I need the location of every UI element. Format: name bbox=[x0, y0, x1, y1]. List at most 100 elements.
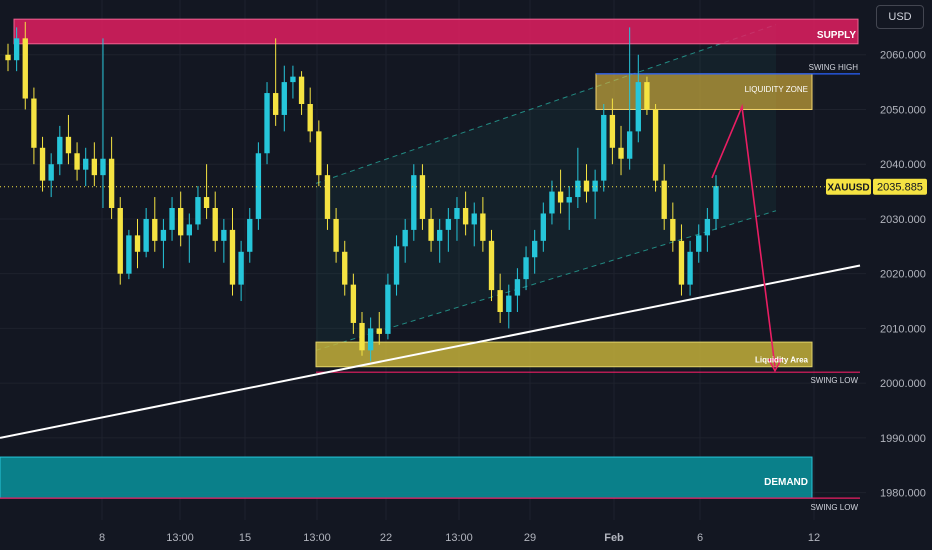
candle-body bbox=[350, 284, 357, 323]
price-axis-background bbox=[866, 0, 932, 550]
candle-body bbox=[549, 191, 555, 214]
candle-body bbox=[661, 180, 667, 219]
candle-body bbox=[540, 213, 546, 241]
candle-body bbox=[497, 290, 503, 312]
candle-body bbox=[696, 235, 702, 252]
channel-lower-line bbox=[315, 210, 777, 351]
candle-body bbox=[618, 147, 624, 159]
candle-body bbox=[5, 54, 11, 61]
last-price-tag bbox=[873, 178, 927, 195]
candle-body bbox=[91, 158, 98, 176]
candle-body bbox=[393, 246, 400, 285]
candle-body bbox=[626, 131, 633, 159]
candle-body bbox=[195, 197, 201, 225]
candle-body bbox=[290, 76, 296, 83]
y-tick-label: 2020.000 bbox=[880, 269, 926, 281]
supply-zone bbox=[13, 18, 859, 45]
candle-body bbox=[454, 208, 460, 219]
liquidity-zone bbox=[595, 73, 813, 110]
symbol-tag bbox=[826, 178, 871, 195]
candle-body bbox=[713, 186, 719, 219]
candle-body bbox=[687, 251, 693, 285]
projection-arrow-line bbox=[711, 103, 776, 367]
candle-body bbox=[255, 153, 262, 219]
y-tick-label: 2030.000 bbox=[880, 214, 926, 226]
y-tick-label: 2060.000 bbox=[880, 50, 926, 62]
candle-body bbox=[186, 224, 192, 236]
candle-body bbox=[272, 93, 279, 115]
demand-label: DEMAND bbox=[764, 477, 808, 488]
candle-body bbox=[419, 175, 426, 219]
candle-body bbox=[83, 158, 89, 170]
candle-body bbox=[670, 218, 676, 241]
candle-body bbox=[411, 175, 417, 230]
candle-body bbox=[462, 208, 469, 225]
trendline bbox=[0, 264, 861, 439]
x-tick-label: 22 bbox=[380, 532, 392, 544]
candle-body bbox=[169, 208, 175, 230]
candle-body bbox=[592, 180, 598, 192]
last-price-label: 2035.885 bbox=[877, 182, 923, 194]
candle-body bbox=[437, 229, 443, 241]
liquidity-area bbox=[315, 341, 813, 368]
candle-body bbox=[566, 197, 572, 203]
candle-body bbox=[583, 180, 590, 192]
candle-body bbox=[316, 131, 322, 176]
x-tick-label: Feb bbox=[604, 532, 624, 544]
y-tick-label: 2000.000 bbox=[880, 378, 926, 390]
candle-body bbox=[229, 229, 236, 285]
liquidity-area-label: Liquidity Area bbox=[755, 356, 809, 365]
candle-body bbox=[178, 208, 184, 236]
candle-body bbox=[532, 240, 538, 258]
x-tick-label: 13:00 bbox=[445, 532, 473, 544]
candle-body bbox=[126, 235, 132, 274]
candle-body bbox=[143, 218, 149, 252]
candle-body bbox=[575, 180, 581, 198]
candle-body bbox=[221, 229, 227, 241]
candle-body bbox=[471, 213, 477, 225]
channel-upper-line bbox=[315, 24, 777, 184]
candle-body bbox=[238, 251, 244, 285]
swing-low-label: SWING LOW bbox=[810, 376, 858, 385]
swing-low-label: SWING LOW bbox=[810, 503, 858, 512]
candle-body bbox=[100, 158, 106, 176]
candle-body bbox=[480, 213, 486, 241]
candle-body bbox=[307, 104, 313, 132]
candle-body bbox=[514, 279, 521, 296]
y-tick-label: 2050.000 bbox=[880, 104, 926, 116]
candle-body bbox=[13, 38, 20, 61]
demand-zone bbox=[0, 456, 813, 499]
x-tick-label: 13:00 bbox=[166, 532, 194, 544]
candle-body bbox=[48, 164, 54, 181]
candle-body bbox=[644, 82, 650, 110]
x-tick-label: 12 bbox=[808, 532, 820, 544]
candle-body bbox=[704, 218, 711, 236]
arrow-head-icon bbox=[767, 358, 783, 373]
supply-label: SUPPLY bbox=[817, 30, 856, 41]
candle-body bbox=[652, 109, 659, 181]
candle-body bbox=[557, 191, 564, 203]
candle-body bbox=[264, 93, 270, 154]
candle-body bbox=[506, 295, 512, 312]
candle-body bbox=[428, 218, 434, 241]
candle-body bbox=[635, 82, 641, 132]
candle-body bbox=[160, 229, 167, 241]
x-tick-label: 13:00 bbox=[303, 532, 331, 544]
x-tick-label: 8 bbox=[99, 532, 105, 544]
candle-body bbox=[203, 197, 210, 208]
candle-body bbox=[601, 114, 607, 181]
currency-button[interactable]: USD bbox=[876, 5, 924, 29]
candle-body bbox=[402, 229, 408, 247]
candle-body bbox=[57, 136, 63, 165]
symbol-label: XAUUSD bbox=[827, 183, 869, 194]
candle-body bbox=[523, 257, 529, 280]
candle-body bbox=[367, 328, 374, 351]
candle-body bbox=[298, 76, 305, 104]
candle-body bbox=[39, 147, 46, 181]
candle-body bbox=[65, 136, 72, 154]
candle-body bbox=[212, 208, 218, 241]
candle-body bbox=[385, 284, 391, 334]
candle-body bbox=[281, 82, 287, 115]
candle-body bbox=[31, 98, 37, 148]
